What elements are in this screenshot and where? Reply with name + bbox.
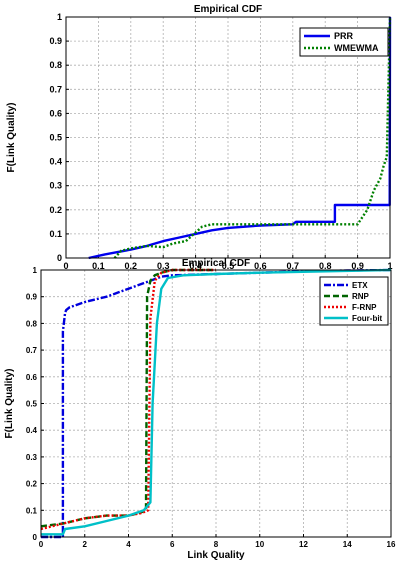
x-tick-label: 0.3 <box>157 261 170 271</box>
x-tick-label: 12 <box>299 540 308 549</box>
series-line-wmewma <box>113 16 392 259</box>
legend-label: PRR <box>334 31 354 41</box>
x-tick-label: 2 <box>83 540 88 549</box>
x-tick-label: 6 <box>170 540 175 549</box>
x-tick-label: 16 <box>387 540 396 549</box>
plot-frame <box>40 269 392 538</box>
y-tick-label: 0.7 <box>49 84 62 94</box>
y-tick-label: 1 <box>33 266 38 275</box>
x-tick-label: 0.2 <box>125 261 138 271</box>
series-line-etx <box>41 268 392 539</box>
y-tick-label: 0.4 <box>49 157 62 167</box>
series-line-f-rnp <box>40 268 216 531</box>
x-tick-label: 0.6 <box>254 261 267 271</box>
y-tick-label: 0.9 <box>26 293 38 302</box>
x-tick-label: 0 <box>39 540 44 549</box>
y-tick-label: 0.4 <box>26 426 38 435</box>
y-tick-label: 0.6 <box>49 108 62 118</box>
legend-label: RNP <box>352 292 370 301</box>
legend-box <box>299 27 389 57</box>
x-tick-label: 0.1 <box>92 261 105 271</box>
y-tick-label: 0.5 <box>49 133 62 143</box>
x-tick-label: 0.9 <box>351 261 364 271</box>
y-tick-label: 0 <box>33 533 38 542</box>
x-tick-label: 0.8 <box>319 261 332 271</box>
y-tick-label: 0.6 <box>26 373 38 382</box>
plot-frame <box>65 16 391 259</box>
chart-title: Empirical CDF <box>182 258 250 269</box>
y-tick-label: 0.3 <box>49 181 62 191</box>
series-line-four-bit <box>41 268 392 536</box>
y-tick-label: 0.2 <box>26 480 38 489</box>
x-tick-label: 0.7 <box>287 261 300 271</box>
x-axis-label: Link Quality <box>187 550 245 561</box>
legend-label: WMEWMA <box>334 43 379 53</box>
y-tick-label: 0.1 <box>49 229 62 239</box>
y-tick-label: 0.2 <box>49 205 62 215</box>
x-tick-label: 0.4 <box>189 261 202 271</box>
y-tick-label: 0.7 <box>26 346 38 355</box>
y-tick-label: 0.1 <box>26 506 38 515</box>
series-line-prr <box>88 16 392 260</box>
y-tick-label: 0.3 <box>26 453 38 462</box>
x-tick-label: 10 <box>255 540 264 549</box>
legend-label: ETX <box>352 281 368 290</box>
y-tick-label: 0.8 <box>49 60 62 70</box>
y-tick-label: 1 <box>57 12 62 22</box>
x-tick-label: 14 <box>343 540 352 549</box>
legend-label: F-RNP <box>352 303 377 312</box>
y-axis-label: F(Link Quality) <box>6 103 17 173</box>
x-tick-label: 0.5 <box>222 261 235 271</box>
legend-label: Four-bit <box>352 314 383 323</box>
y-tick-label: 0.9 <box>49 36 62 46</box>
x-tick-label: 0 <box>63 261 68 271</box>
x-tick-label: 8 <box>214 540 219 549</box>
chart-title: Empirical CDF <box>194 4 262 15</box>
y-axis-label: F(Link Quality) <box>4 369 15 439</box>
chart-top: 0 0.1 0.2 0.3 0.4 0.5 0.6 0.7 0.8 0.9 1 0 0.1 0.2 0.3 0… <box>6 4 393 283</box>
chart-bottom: 0 2 4 6 8 10 12 14 1600.10.20.30.40.50.60.70.80.… <box>4 258 396 561</box>
y-tick-label: 0.8 <box>26 319 38 328</box>
x-tick-label: 1 <box>387 261 392 271</box>
x-tick-label: 4 <box>126 540 131 549</box>
y-tick-label: 0 <box>57 253 62 263</box>
y-tick-label: 0.5 <box>26 400 38 409</box>
